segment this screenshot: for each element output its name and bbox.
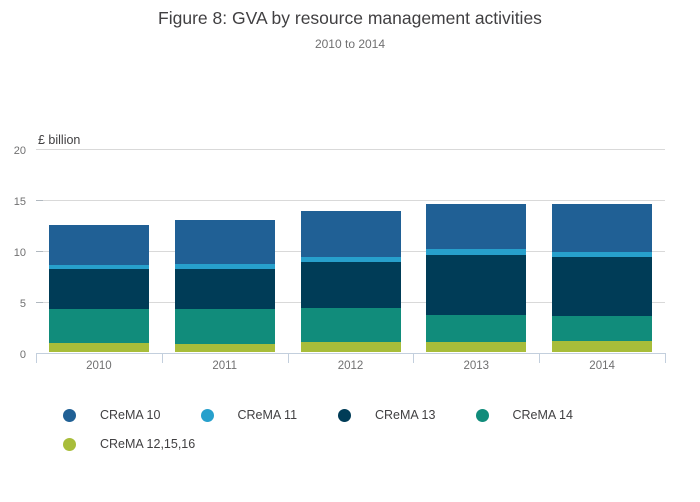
bar-2013-crema-14[interactable] [426,314,527,343]
bar-2012-crema-13[interactable] [300,261,401,308]
legend-label: CReMA 14 [512,408,573,422]
bar-2013-crema-10[interactable] [426,203,527,250]
bar-2010-crema-11[interactable] [48,264,149,269]
x-axis-tick [287,352,289,363]
bar-2014-crema-13[interactable] [552,256,653,316]
legend-item-crema-12-15-16[interactable]: CReMA 12,15,16 [63,437,195,451]
bar-2010-crema-14[interactable] [48,308,149,344]
bar-2011-crema-11[interactable] [174,263,275,269]
bar-2014-crema-14[interactable] [552,315,653,342]
y-tick-label: 15 [13,195,26,208]
y-tick-label: 5 [19,297,26,310]
gridline-y-15 [36,199,665,201]
legend-marker-crema-10 [63,408,76,422]
bar-2010-crema-12-15-16[interactable] [48,343,149,353]
bar-2011-crema-12-15-16[interactable] [174,344,275,353]
y-tick-label: 10 [13,246,26,259]
legend-marker-crema-12-15-16 [63,437,76,451]
legend-item-crema-10[interactable]: CReMA 10 [63,408,160,422]
x-axis-tick [413,352,415,363]
chart-subtitle: 2010 to 2014 [314,37,386,51]
x-axis-tick [665,352,666,363]
bar-2010-crema-13[interactable] [48,268,149,309]
bar-2014-crema-12-15-16[interactable] [552,341,653,353]
bar-2014-crema-11[interactable] [552,251,653,257]
bar-2012-crema-10[interactable] [300,210,401,257]
bar-2013-crema-13[interactable] [426,254,527,315]
legend-marker-crema-14 [475,408,489,422]
legend-label: CReMA 12,15,16 [100,437,196,451]
y-axis-label: £ billion [38,133,81,147]
y-tick-label: 20 [13,144,26,157]
y-tick-mark [36,250,43,252]
y-tick-mark [36,199,43,201]
y-tick-mark [36,301,43,303]
bar-2013-crema-11[interactable] [426,249,527,255]
bar-2012-crema-11[interactable] [300,256,401,262]
legend-label: CReMA 10 [100,408,161,422]
bar-2012-crema-14[interactable] [300,307,401,343]
legend-marker-crema-13 [338,408,351,422]
x-tick-label-2011: 2011 [212,359,238,372]
bar-2013-crema-12-15-16[interactable] [426,342,527,353]
x-tick-label-2014: 2014 [589,359,615,372]
y-tick-label: 0 [19,348,26,361]
x-axis-tick [36,352,37,363]
x-axis-tick [161,352,163,363]
chart-title: Figure 8: GVA by resource management act… [158,8,542,28]
bar-2011-crema-10[interactable] [174,219,275,264]
x-tick-label-2013: 2013 [463,359,490,372]
bar-2014-crema-10[interactable] [552,203,653,252]
legend-item-crema-14[interactable]: CReMA 14 [475,408,573,422]
legend-marker-crema-11 [200,408,214,422]
bar-2010-crema-10[interactable] [48,225,149,265]
bar-2011-crema-13[interactable] [174,268,275,309]
bar-2012-crema-12-15-16[interactable] [300,342,401,353]
x-axis-line [36,352,665,354]
gridline-y-20 [36,148,665,150]
x-tick-label-2010: 2010 [86,359,112,372]
legend-item-crema-11[interactable]: CReMA 11 [200,408,298,422]
legend-label: CReMA 11 [237,408,298,422]
legend-item-crema-13[interactable]: CReMA 13 [338,408,435,422]
x-tick-label-2012: 2012 [337,359,364,372]
bar-2011-crema-14[interactable] [174,308,275,345]
legend-label: CReMA 13 [375,408,436,422]
x-axis-tick [539,352,541,363]
